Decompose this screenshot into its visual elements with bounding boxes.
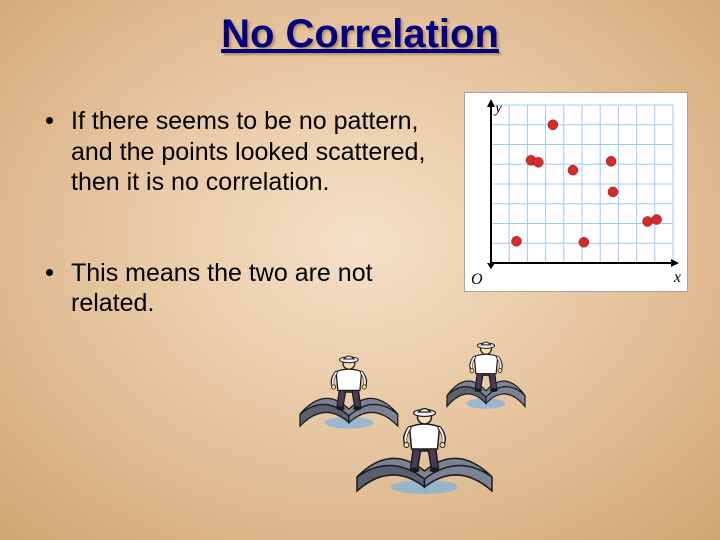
slide-title: No Correlation: [0, 12, 720, 57]
clipart-bridges: [285, 305, 565, 505]
bullet-dot-icon: [46, 117, 53, 124]
scatter-chart: y x O: [464, 92, 688, 292]
scatter-plot-svg: [487, 99, 679, 269]
bullet-dot-icon: [46, 269, 53, 276]
origin-label: O: [471, 271, 483, 289]
bullet-text: If there seems to be no pattern, and the…: [71, 106, 436, 198]
list-item: If there seems to be no pattern, and the…: [46, 106, 436, 198]
x-axis-label: x: [674, 269, 681, 287]
